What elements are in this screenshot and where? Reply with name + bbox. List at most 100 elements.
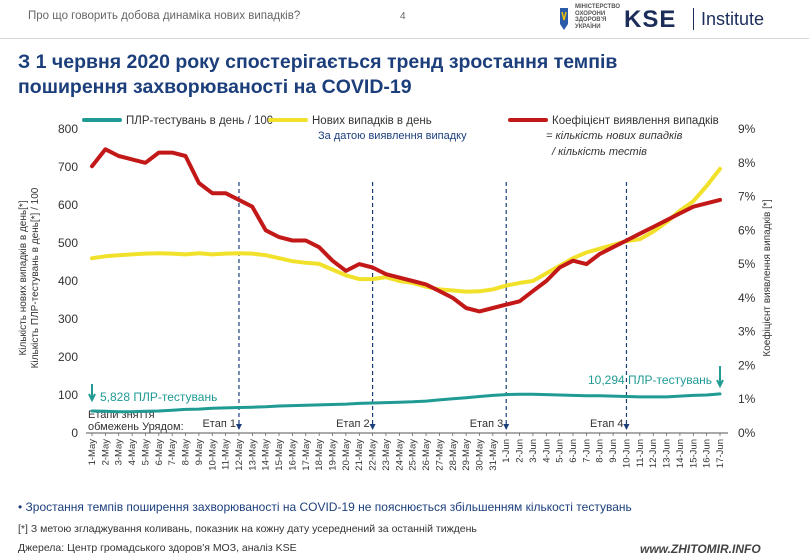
x-tick-label: 11-Jun xyxy=(635,439,646,467)
legend-ratio-subtitle: / кількість тестів xyxy=(551,146,647,158)
x-tick-label: 10-Jun xyxy=(621,439,632,468)
x-tick-label: 1-May xyxy=(87,439,98,466)
x-tick-label: 21-May xyxy=(354,439,365,471)
x-tick-label: 27-May xyxy=(434,439,445,471)
x-tick-label: 11-May xyxy=(221,439,232,470)
title-line-1: З 1 червня 2020 року спостерігається тре… xyxy=(18,51,618,73)
x-tick-label: 17-Jun xyxy=(715,439,726,468)
x-tick-label: 6-Jun xyxy=(568,439,579,463)
y-right-tick-label: 0% xyxy=(738,426,756,440)
x-tick-label: 31-May xyxy=(488,439,499,471)
kse-institute-label: Institute xyxy=(701,9,765,29)
annotation-end: 10,294 ПЛР-тестувань xyxy=(588,373,712,387)
x-tick-label: 14-Jun xyxy=(675,439,686,468)
x-tick-label: 13-May xyxy=(247,439,258,471)
y-right-tick-label: 8% xyxy=(738,156,756,170)
stage-label: Етап 3 xyxy=(470,418,504,430)
x-tick-label: 9-May xyxy=(194,439,205,466)
slide-question: Про що говорить добова динаміка нових ви… xyxy=(28,10,301,22)
x-tick-label: 15-May xyxy=(274,439,285,471)
x-tick-label: 1-Jun xyxy=(501,439,512,463)
x-tick-label: 3-Jun xyxy=(528,439,539,463)
y-left-tick-label: 200 xyxy=(58,350,78,364)
series-line-tests xyxy=(90,392,722,414)
page-title: З 1 червня 2020 року спостерігається тре… xyxy=(18,50,778,100)
stages-caption: обмежень Урядом: xyxy=(88,421,184,433)
x-tick-label: 16-Jun xyxy=(702,439,713,468)
y-right-tick-label: 3% xyxy=(738,325,756,339)
ministry-logo-text: МІНІСТЕРСТВО ОХОРОНИ ЗДОРОВ'Я УКРАЇНИ xyxy=(575,4,621,30)
x-tick-label: 2-May xyxy=(100,439,111,466)
legend-ratio-label: Коефіцієнт виявлення випадків xyxy=(552,115,719,127)
x-tick-label: 4-Jun xyxy=(541,439,552,463)
site-watermark: www.ZHITOMIR.INFO xyxy=(640,542,761,556)
x-tick-label: 10-May xyxy=(207,439,218,471)
x-tick-label: 7-Jun xyxy=(581,439,592,463)
y-right-tick-label: 5% xyxy=(738,257,756,271)
y-left-tick-label: 500 xyxy=(58,236,78,250)
x-tick-label: 19-May xyxy=(328,439,339,471)
stage-arrow xyxy=(235,424,242,430)
covid-trend-chart: 0 100 200 300 400 500 600 700 800 0% 1% 2% 3% 4% 5% 6% 7… xyxy=(18,115,773,471)
annotation-start: 5,828 ПЛР-тестувань xyxy=(100,390,217,404)
x-tick-label: 20-May xyxy=(341,439,352,471)
y-left-tick-label: 600 xyxy=(58,198,78,212)
x-tick-label: 30-May xyxy=(474,439,485,471)
page-number: 4 xyxy=(400,11,406,22)
y-left-axis-label: Кількість нових випадків в день[*] xyxy=(18,200,29,355)
stage-label: Етап 1 xyxy=(202,418,236,430)
x-tick-label: 5-May xyxy=(140,439,151,466)
y-right-axis-label: Коефіцієнт виявлення випадків [*] xyxy=(761,199,773,356)
stage-arrow xyxy=(369,424,376,430)
y-right-tick-label: 1% xyxy=(738,392,756,406)
x-tick-label: 12-Jun xyxy=(648,439,659,468)
x-tick-label: 25-May xyxy=(408,439,419,471)
stage-label: Етап 4 xyxy=(590,418,624,430)
bullet-point: • Зростання темпів поширення захворювано… xyxy=(18,500,632,514)
x-tick-label: 15-Jun xyxy=(688,439,699,468)
x-tick-label: 2-Jun xyxy=(515,439,526,463)
x-tick-label: 5-Jun xyxy=(555,439,566,463)
y-right-tick-label: 7% xyxy=(738,190,756,204)
y-left-tick-label: 0 xyxy=(71,426,78,440)
title-line-2: поширення захворюваності на COVID-19 xyxy=(18,76,412,98)
y-right-tick-label: 4% xyxy=(738,291,756,305)
x-tick-label: 28-May xyxy=(448,439,459,471)
x-tick-label: 29-May xyxy=(461,439,472,471)
series-line-ratio xyxy=(90,147,722,314)
x-tick-label: 3-May xyxy=(114,439,125,466)
y-right-tick-label: 2% xyxy=(738,358,756,372)
series-line-cases xyxy=(90,166,722,294)
annotation-arrow-end xyxy=(716,366,724,389)
x-tick-label: 6-May xyxy=(154,439,165,466)
x-tick-label: 26-May xyxy=(421,439,432,471)
x-tick-label: 17-May xyxy=(301,439,312,471)
y-left-tick-label: 700 xyxy=(58,160,78,174)
x-tick-label: 8-May xyxy=(181,439,192,466)
ministry-logo xyxy=(560,8,568,30)
top-bar: Про що говорить добова динаміка нових ви… xyxy=(0,0,809,39)
stage-arrow xyxy=(503,424,510,430)
x-tick-label: 8-Jun xyxy=(595,439,606,463)
y-left-tick-label: 800 xyxy=(58,122,78,136)
source-note: Джерела: Центр громадського здоров'я МОЗ… xyxy=(18,542,297,554)
legend-cases-label: Нових випадків в день xyxy=(312,115,432,127)
y-right-tick-label: 9% xyxy=(738,122,756,136)
x-tick-label: 12-May xyxy=(234,439,245,471)
x-tick-label: 16-May xyxy=(287,439,298,471)
x-tick-label: 14-May xyxy=(261,439,272,471)
legend-cases-subtitle: За датою виявлення випадку xyxy=(318,130,467,142)
x-tick-label: 23-May xyxy=(381,439,392,471)
y-right-tick-label: 6% xyxy=(738,223,756,237)
legend-ratio-subtitle: = кількість нових випадків xyxy=(546,130,683,142)
legend-tests-label: ПЛР-тестувань в день / 100 xyxy=(126,115,273,127)
y-left-tick-label: 400 xyxy=(58,274,78,288)
x-tick-label: 18-May xyxy=(314,439,325,471)
x-tick-label: 9-Jun xyxy=(608,439,619,463)
annotation-arrow-start xyxy=(88,384,96,403)
x-tick-label: 13-Jun xyxy=(662,439,673,468)
x-tick-label: 24-May xyxy=(394,439,405,471)
footnote: [*] З метою згладжування коливань, показ… xyxy=(18,523,477,535)
x-tick-label: 22-May xyxy=(368,439,379,471)
x-tick-label: 7-May xyxy=(167,439,178,466)
